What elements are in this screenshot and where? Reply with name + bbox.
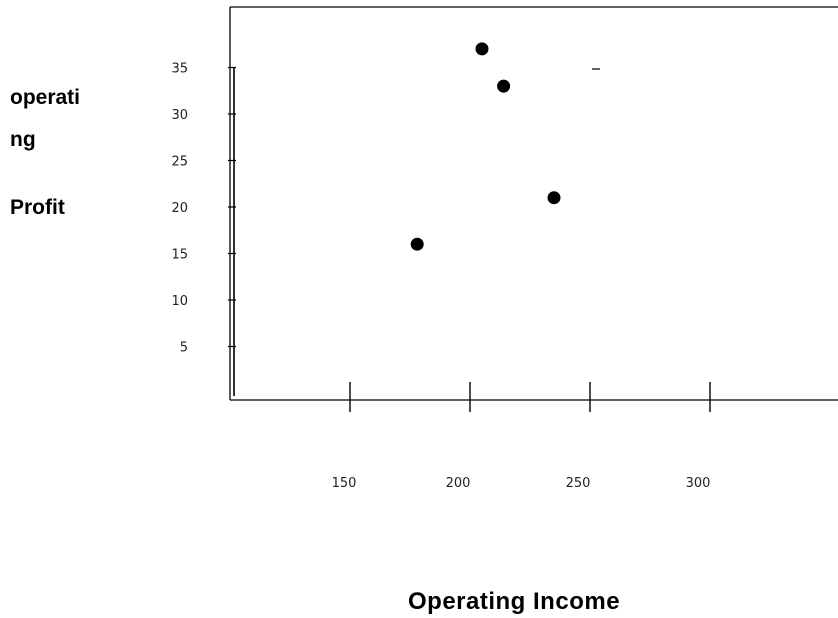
y-tick-label-30: 30 (171, 108, 188, 123)
y-tick-label-5: 5 (180, 341, 188, 356)
y-tick-label-20: 20 (171, 201, 188, 216)
data-point-2 (475, 42, 489, 56)
x-axis-label: Operating Income (408, 588, 621, 615)
data-point-3 (497, 79, 511, 93)
y-tick-label-25: 25 (171, 155, 188, 170)
plot-frame (229, 6, 838, 401)
data-point-1 (410, 237, 424, 251)
x-ticks: 150 200 250 300 (332, 382, 711, 491)
x-tick-label-200: 200 (446, 476, 471, 491)
y-axis-label-line-1: operati (10, 86, 81, 109)
y-tick-label-35: 35 (171, 62, 188, 77)
data-point-4 (547, 191, 561, 205)
y-axis-label-line-2: ng (10, 128, 36, 151)
data-points (410, 42, 561, 251)
x-tick-label-250: 250 (566, 476, 591, 491)
x-tick-label-150: 150 (332, 476, 357, 491)
y-tick-label-15: 15 (171, 248, 188, 263)
y-ticks: 5 10 15 20 25 30 35 (171, 62, 236, 356)
y-axis-label-line-3: Profit (10, 196, 65, 219)
x-tick-label-300: 300 (686, 476, 711, 491)
y-tick-label-10: 10 (171, 294, 188, 309)
